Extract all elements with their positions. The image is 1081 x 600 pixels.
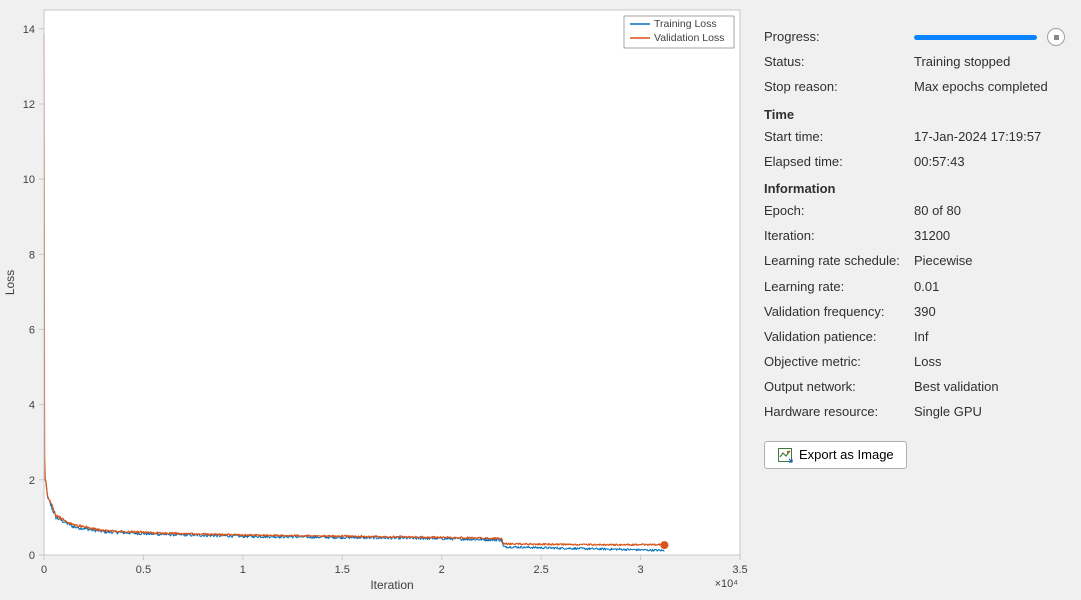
svg-text:10: 10 [23,174,35,186]
svg-text:8: 8 [29,249,35,261]
starttime-value: 17-Jan-2024 17:19:57 [914,128,1065,146]
lrsched-value: Piecewise [914,252,1065,270]
stop-icon [1054,35,1059,40]
starttime-row: Start time: 17-Jan-2024 17:19:57 [764,128,1065,146]
svg-text:14: 14 [23,24,35,36]
outnet-row: Output network: Best validation [764,378,1065,396]
elapsed-label: Elapsed time: [764,153,914,171]
svg-text:Training Loss: Training Loss [654,18,717,30]
stopreason-row: Stop reason: Max epochs completed [764,78,1065,96]
iteration-value: 31200 [914,227,1065,245]
stopreason-label: Stop reason: [764,78,914,96]
valpatience-value: Inf [914,328,1065,346]
lr-row: Learning rate: 0.01 [764,278,1065,296]
root-container: 0 0.5 1 1.5 2 2.5 3 3.5 0 2 4 6 8 10 12 14 ×10⁴ Iteration… [0,0,1081,600]
hw-value: Single GPU [914,403,1065,421]
svg-text:12: 12 [23,99,35,111]
valfreq-row: Validation frequency: 390 [764,303,1065,321]
outnet-label: Output network: [764,378,914,396]
progress-label: Progress: [764,28,914,46]
export-icon [777,447,793,463]
elapsed-value: 00:57:43 [914,153,1065,171]
progress-bar [914,35,1037,40]
lrsched-row: Learning rate schedule: Piecewise [764,252,1065,270]
iteration-label: Iteration: [764,227,914,245]
lrsched-label: Learning rate schedule: [764,252,914,270]
svg-text:Validation Loss: Validation Loss [654,32,724,44]
svg-text:2.5: 2.5 [533,564,548,576]
export-button-label: Export as Image [799,447,894,462]
svg-text:4: 4 [29,400,35,412]
chart-pane: 0 0.5 1 1.5 2 2.5 3 3.5 0 2 4 6 8 10 12 14 ×10⁴ Iteration… [0,0,754,600]
status-row: Status: Training stopped [764,53,1065,71]
epoch-row: Epoch: 80 of 80 [764,202,1065,220]
svg-text:×10⁴: ×10⁴ [715,578,739,590]
status-label: Status: [764,53,914,71]
svg-text:6: 6 [29,324,35,336]
lr-value: 0.01 [914,278,1065,296]
info-header: Information [764,181,1065,196]
svg-text:0: 0 [29,550,35,562]
valfreq-label: Validation frequency: [764,303,914,321]
progress-wrap [914,28,1065,46]
stop-button[interactable] [1047,28,1065,46]
elapsed-row: Elapsed time: 00:57:43 [764,153,1065,171]
svg-text:Iteration: Iteration [370,578,413,592]
svg-text:2: 2 [439,564,445,576]
progress-row: Progress: [764,28,1065,46]
objmetric-row: Objective metric: Loss [764,353,1065,371]
lr-label: Learning rate: [764,278,914,296]
info-panel: Progress: Status: Training stopped Stop … [754,0,1081,600]
hw-label: Hardware resource: [764,403,914,421]
time-header: Time [764,107,1065,122]
svg-text:0.5: 0.5 [136,564,151,576]
svg-text:Loss: Loss [3,270,17,295]
hw-row: Hardware resource: Single GPU [764,403,1065,421]
export-button[interactable]: Export as Image [764,441,907,469]
valpatience-row: Validation patience: Inf [764,328,1065,346]
valpatience-label: Validation patience: [764,328,914,346]
epoch-label: Epoch: [764,202,914,220]
objmetric-label: Objective metric: [764,353,914,371]
objmetric-value: Loss [914,353,1065,371]
iteration-row: Iteration: 31200 [764,227,1065,245]
svg-text:2: 2 [29,475,35,487]
starttime-label: Start time: [764,128,914,146]
valfreq-value: 390 [914,303,1065,321]
stopreason-value: Max epochs completed [914,78,1065,96]
status-value: Training stopped [914,53,1065,71]
epoch-value: 80 of 80 [914,202,1065,220]
svg-text:3: 3 [638,564,644,576]
svg-text:0: 0 [41,564,47,576]
svg-text:1: 1 [240,564,246,576]
loss-chart: 0 0.5 1 1.5 2 2.5 3 3.5 0 2 4 6 8 10 12 14 ×10⁴ Iteration… [0,0,754,600]
svg-text:1.5: 1.5 [335,564,350,576]
svg-text:3.5: 3.5 [732,564,747,576]
outnet-value: Best validation [914,378,1065,396]
